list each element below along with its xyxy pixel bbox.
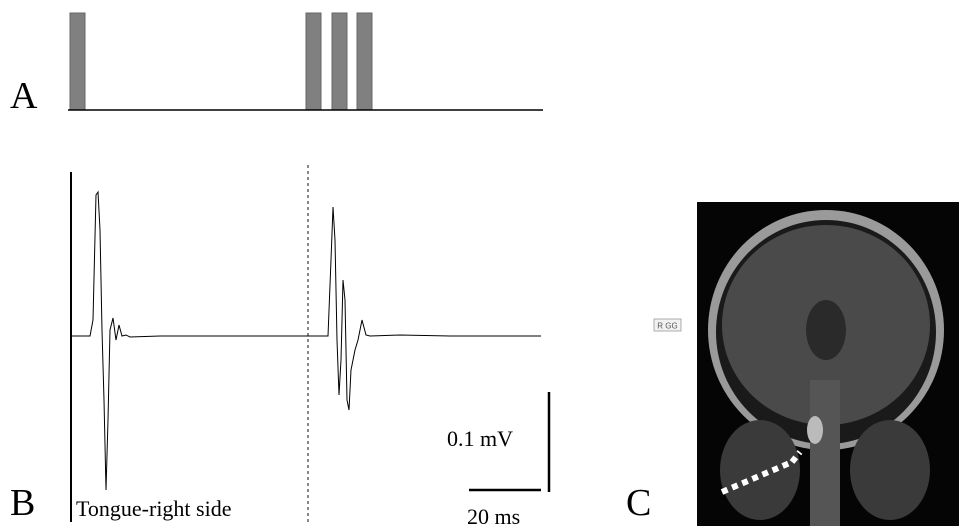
panel-label: C [626, 482, 651, 524]
scale-label: 0.1 mV [447, 426, 513, 451]
stimulus-pulses [70, 13, 372, 110]
figure: A B 0.1 mV 20 ms Tongue-right side C R G… [0, 0, 959, 526]
panel-label: A [10, 75, 38, 117]
tag-label: R GG [657, 322, 677, 331]
panel-label: B [10, 482, 35, 524]
scale-label: 20 ms [467, 504, 520, 526]
mri-image [697, 202, 959, 526]
trace-label: Tongue-right side [76, 496, 231, 521]
